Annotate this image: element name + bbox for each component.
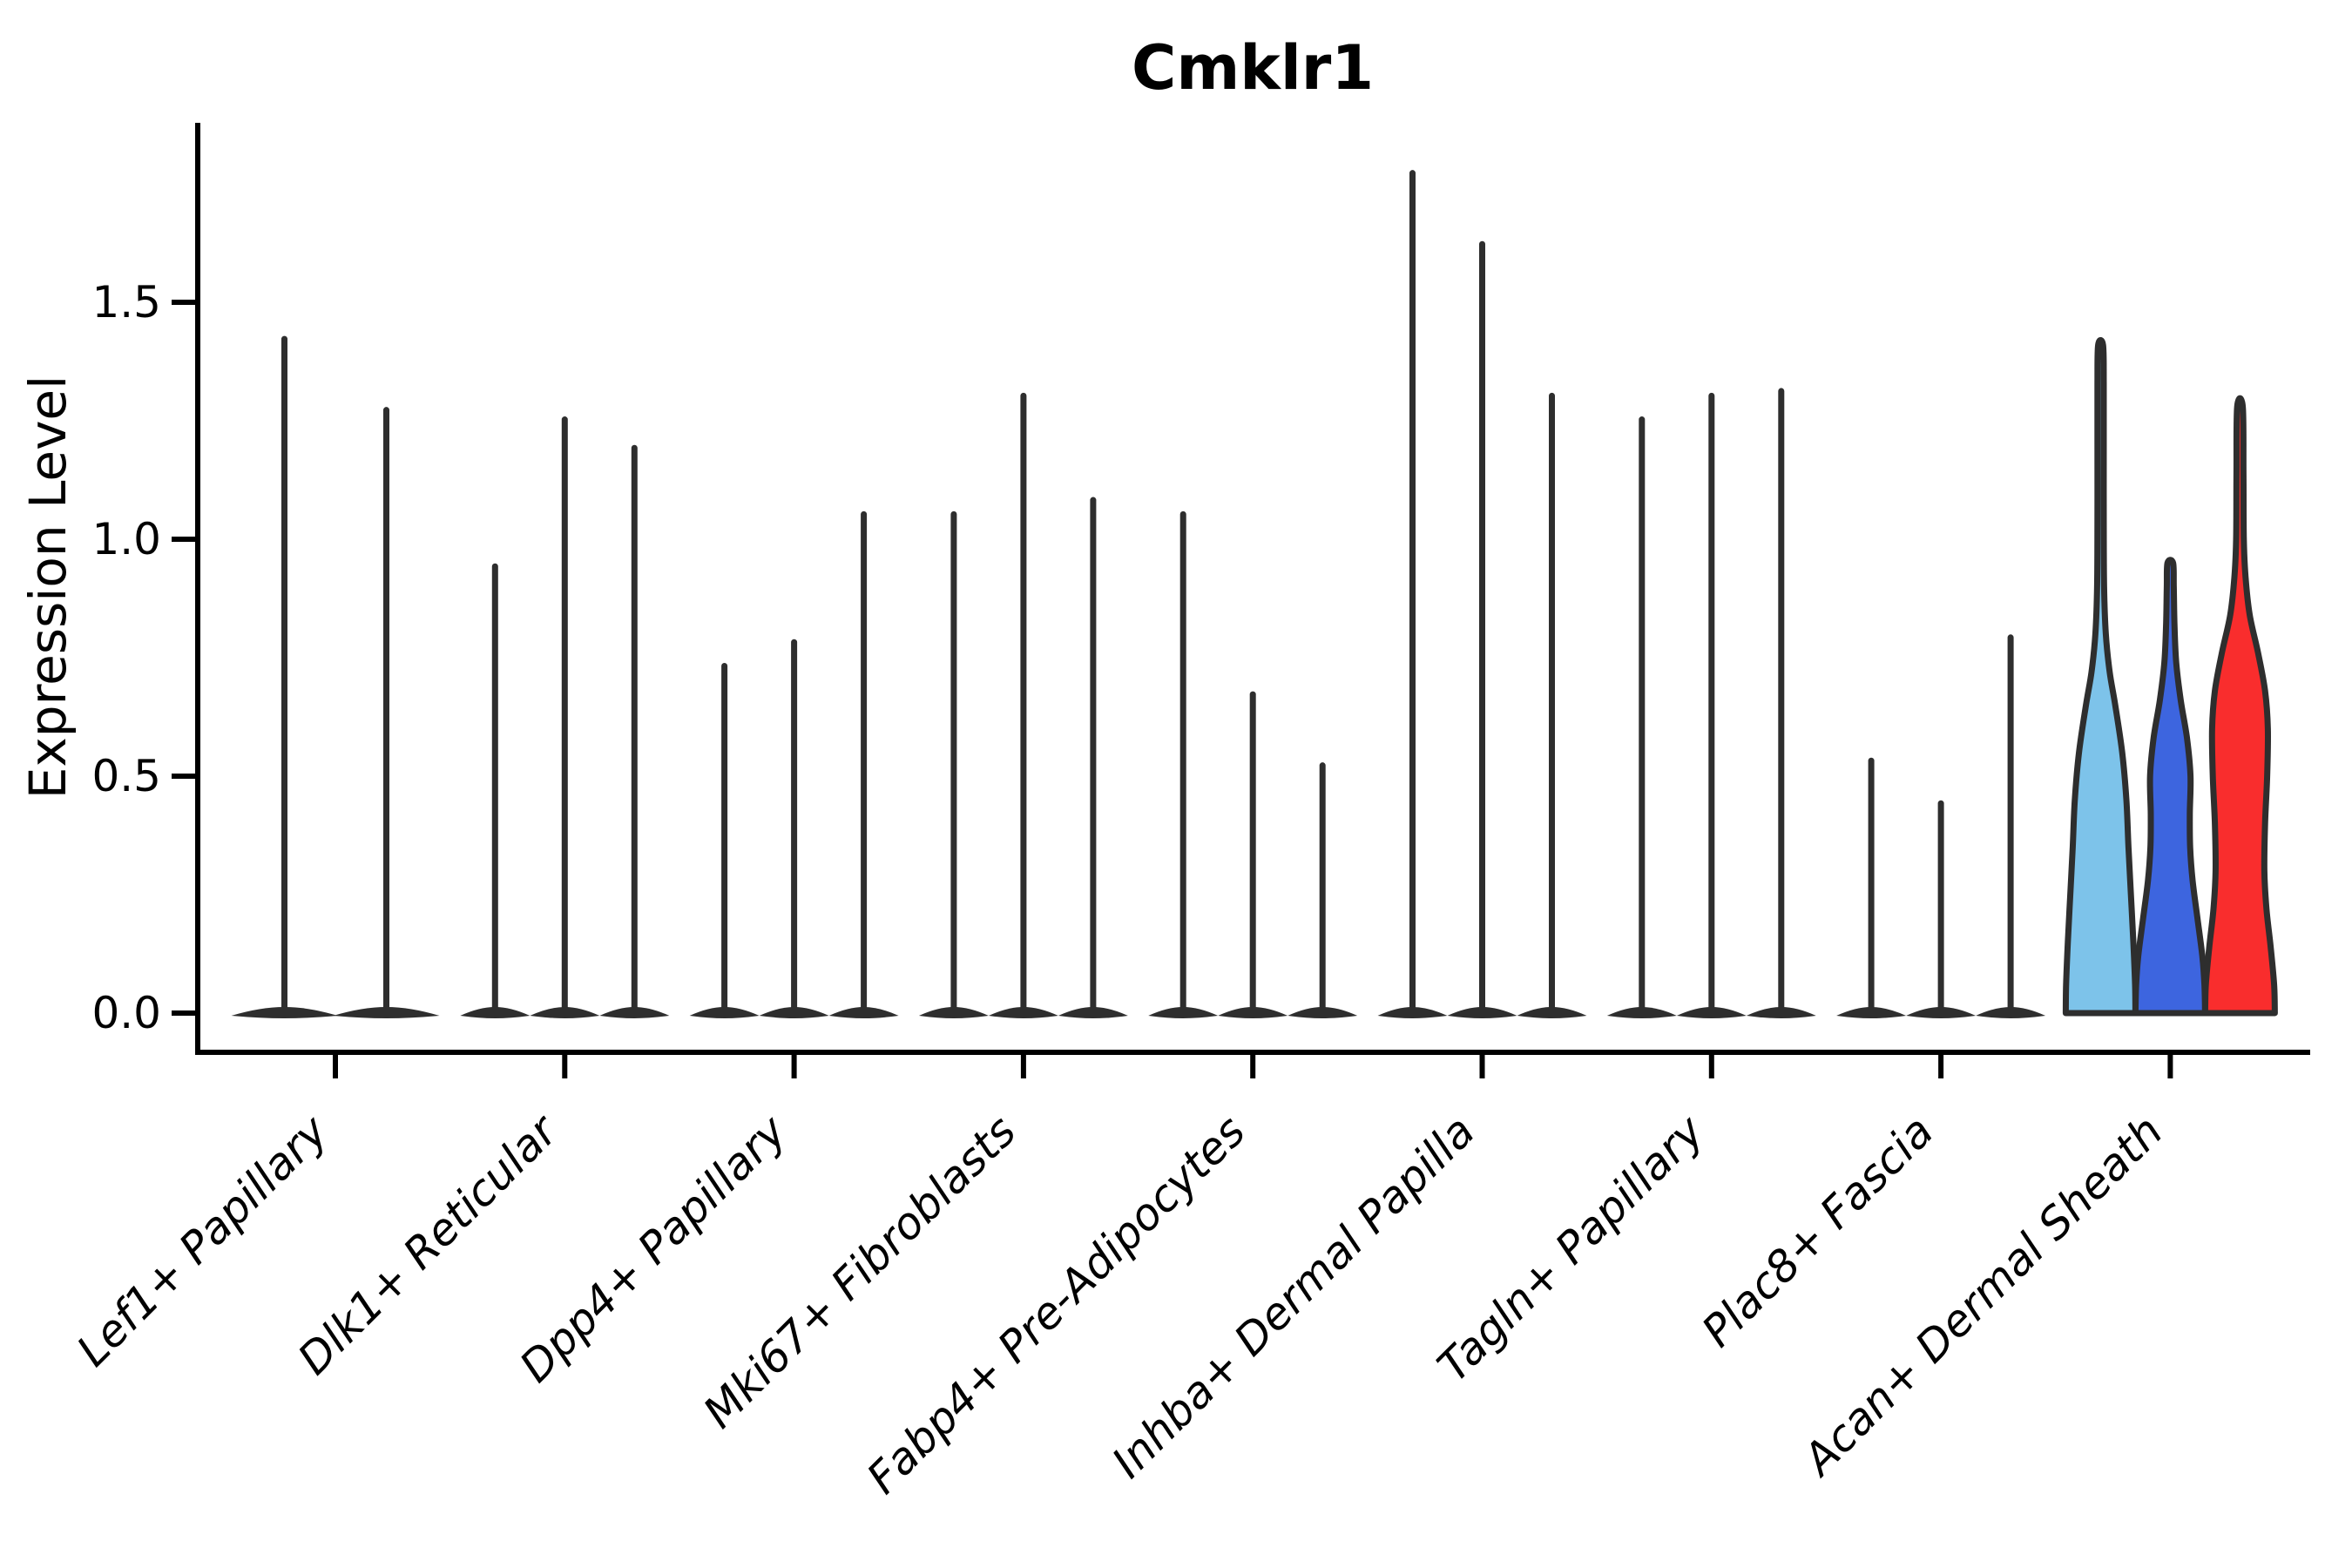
y-tick-label: 0.0: [91, 988, 161, 1038]
x-tick-label: Acan+ Dermal Sheath: [1792, 1105, 2173, 1486]
y-tick-label: 0.5: [91, 751, 161, 801]
y-axis-ticks: 0.0 0.5 1.0 1.5: [91, 277, 198, 1038]
x-tick-label: Inhba+ Dermal Papilla: [1103, 1105, 1484, 1487]
y-tick-label: 1.5: [91, 277, 161, 328]
x-tick-label: Plac8+ Fascia: [1693, 1105, 1943, 1356]
x-tick-label: Lef1+ Papillary: [67, 1105, 338, 1375]
violin-body: [2201, 395, 2278, 1017]
x-tick-label: Fabp4+ Pre-Adipocytes: [857, 1105, 1255, 1504]
violin-body: [2132, 557, 2208, 1017]
y-tick-label: 1.0: [91, 514, 161, 564]
chart-title: Cmklr1: [1132, 32, 1374, 104]
y-axis-label: Expression Level: [18, 375, 78, 799]
violins-layer: [231, 170, 2278, 1018]
violin-body: [2062, 337, 2139, 1017]
